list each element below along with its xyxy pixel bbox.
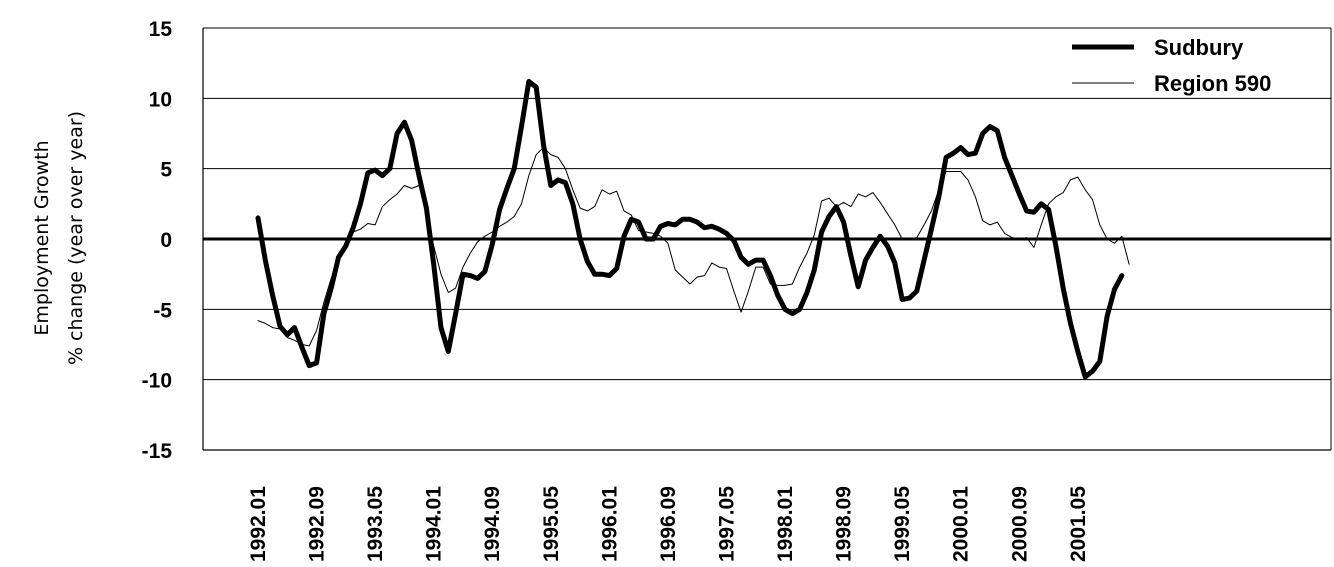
x-tick-label: 1995.05 xyxy=(540,486,563,562)
x-tick-label: 1998.01 xyxy=(774,486,797,562)
x-tick-label: 1996.01 xyxy=(598,486,621,562)
x-tick-label: 1994.01 xyxy=(423,486,446,562)
x-tick-label: 1992.01 xyxy=(247,486,270,562)
y-tick-label: -10 xyxy=(142,370,172,393)
y-tick-label: 10 xyxy=(149,88,172,111)
x-tick-label: 1994.09 xyxy=(481,486,504,562)
y-tick-label: 0 xyxy=(160,229,172,252)
x-tick-label: 1997.05 xyxy=(715,486,738,562)
x-tick-label: 2000.09 xyxy=(1008,486,1031,562)
series-line-region-590 xyxy=(257,147,1130,347)
y-tick-labels: 15 10 5 0 -5 -10 -15 xyxy=(142,18,173,463)
y-axis-label: Employment Growth % change (year over ye… xyxy=(31,111,87,365)
y-axis-label-line-1: Employment Growth xyxy=(31,140,53,335)
x-tick-label: 2000.01 xyxy=(950,486,973,562)
x-tick-label: 1992.09 xyxy=(306,486,329,562)
y-tick-label: 15 xyxy=(149,18,173,41)
legend-label-region-590: Region 590 xyxy=(1154,71,1271,96)
x-tick-label: 1996.09 xyxy=(657,486,680,562)
legend: Sudbury Region 590 xyxy=(1072,35,1271,96)
x-tick-label: 2001.05 xyxy=(1067,486,1090,562)
y-tick-label: -15 xyxy=(142,440,173,463)
y-tick-label: 5 xyxy=(160,159,172,182)
y-axis-label-line-2: % change (year over year) xyxy=(65,111,87,365)
x-tick-label: 1993.05 xyxy=(364,486,387,562)
x-tick-labels: 1992.01 1992.09 1993.05 1994.01 1994.09 1995.… xyxy=(247,486,1090,562)
axes xyxy=(202,28,1332,451)
y-tick-label: -5 xyxy=(153,299,172,322)
legend-label-sudbury: Sudbury xyxy=(1154,35,1244,60)
series-line-sudbury xyxy=(255,79,1125,380)
x-tick-label: 1999.05 xyxy=(891,486,914,562)
x-tick-label: 1998.09 xyxy=(833,486,856,562)
series-lines xyxy=(255,79,1130,380)
